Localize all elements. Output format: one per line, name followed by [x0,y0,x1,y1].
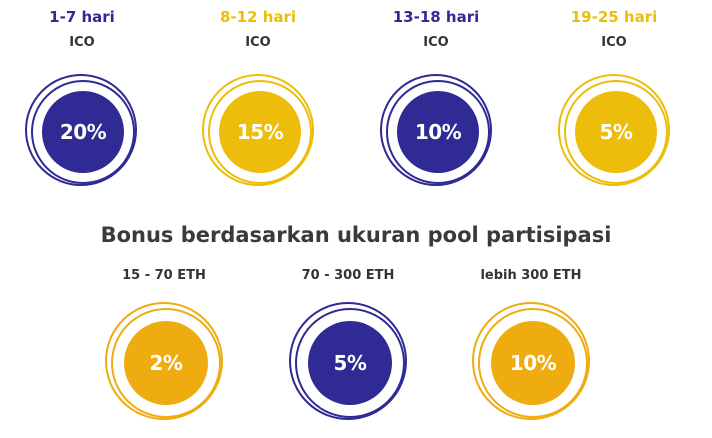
pool-3-label: lebih 300 ETH [480,268,582,283]
period-1-header: 1-7 hari ICO [12,8,152,51]
bonus-percent: 20% [42,91,124,173]
badge-ring [31,80,135,184]
bonus-percent: 15% [219,91,301,173]
bonus-badge-pool-2: 5% [289,302,407,420]
period-days-label: 1-7 hari [49,8,115,26]
pool-2-label: 70 - 300 ETH [301,268,395,283]
bonus-badge-period-1: 20% [25,74,137,186]
period-ico-label: ICO [245,35,271,50]
bonus-percent: 10% [397,91,479,173]
period-ico-label: ICO [601,35,627,50]
section-title: Bonus berdasarkan ukuran pool partisipas… [100,223,612,247]
badge-ring [208,80,312,184]
badge-ring [111,308,221,418]
bonus-percent: 5% [575,91,657,173]
bonus-badge-pool-1: 2% [105,302,223,420]
bonus-percent: 10% [491,321,575,405]
period-days-label: 8-12 hari [219,8,297,26]
badge-ring [386,80,490,184]
badge-ring [564,80,668,184]
bonus-badge-period-2: 15% [202,74,314,186]
badge-ring [478,308,588,418]
badge-ring [295,308,405,418]
bonus-badge-pool-3: 10% [472,302,590,420]
bonus-badge-period-4: 5% [558,74,670,186]
period-ico-label: ICO [69,35,95,50]
period-ico-label: ICO [423,35,449,50]
bonus-badge-period-3: 10% [380,74,492,186]
pool-1-label: 15 - 70 ETH [122,268,206,283]
period-2-header: 8-12 hari ICO [188,8,328,51]
period-3-header: 13-18 hari ICO [366,8,506,51]
bonus-percent: 5% [308,321,392,405]
period-days-label: 13-18 hari [392,8,480,26]
period-days-label: 19-25 hari [570,8,658,26]
bonus-percent: 2% [124,321,208,405]
period-4-header: 19-25 hari ICO [544,8,684,51]
